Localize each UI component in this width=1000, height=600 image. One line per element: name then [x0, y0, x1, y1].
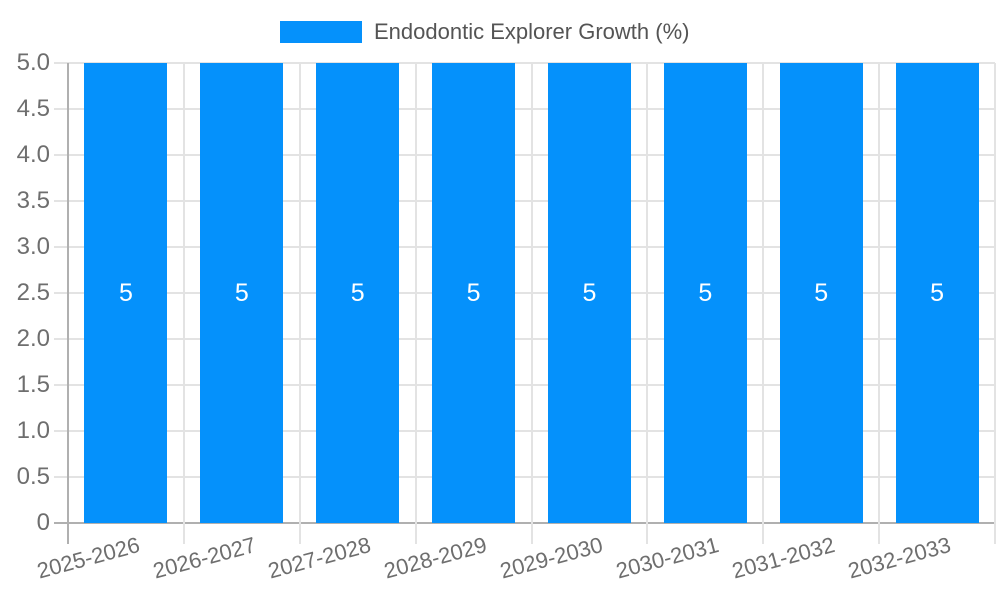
bar-value-label: 5 [350, 278, 365, 307]
x-axis-tick-mark [414, 523, 417, 544]
bar-value-label: 5 [234, 278, 249, 307]
x-axis-tick-label: 2026-2027 [149, 532, 259, 584]
vertical-gridline [994, 63, 996, 523]
horizontal-gridline [54, 154, 995, 156]
bar-value-label: 5 [582, 278, 597, 307]
bar: 5 [779, 63, 863, 523]
x-axis-tick-label: 2027-2028 [265, 532, 374, 584]
bar: 5 [895, 63, 979, 523]
x-axis-tick-mark [762, 523, 765, 544]
y-axis-tick-label: 1.5 [16, 371, 50, 398]
x-axis-tick-label: 2030-2031 [613, 532, 722, 584]
horizontal-gridline [54, 246, 995, 248]
y-axis-tick-label: 3.0 [16, 233, 50, 260]
bar: 5 [84, 63, 168, 523]
y-axis-tick-label: 2.0 [16, 325, 50, 352]
bar-value-label: 5 [698, 278, 713, 307]
vertical-gridline [762, 63, 765, 523]
x-axis-tick-label: 2031-2032 [729, 532, 838, 584]
horizontal-gridline [54, 384, 995, 386]
horizontal-gridline [54, 522, 995, 524]
vertical-gridline [878, 63, 881, 523]
horizontal-gridline [54, 200, 995, 202]
x-axis-tick-mark [646, 523, 649, 544]
y-axis-tick-label: 5.0 [16, 49, 50, 76]
bar: 5 [316, 63, 400, 523]
vertical-gridline [182, 63, 185, 523]
bar: 5 [547, 63, 631, 523]
vertical-gridline [646, 63, 649, 523]
vertical-gridline [530, 63, 533, 523]
x-axis-tick-mark [182, 523, 185, 544]
legend-label: Endodontic Explorer Growth (%) [374, 19, 690, 44]
bar-value-label: 5 [814, 278, 829, 307]
horizontal-gridline [54, 430, 995, 432]
horizontal-gridline [54, 476, 995, 478]
horizontal-gridline [54, 292, 995, 294]
bar: 5 [200, 63, 284, 523]
x-axis-tick-mark [878, 523, 881, 544]
x-axis-tick-mark [530, 523, 533, 544]
vertical-gridline [414, 63, 417, 523]
y-axis-tick-label: 0.5 [16, 463, 50, 490]
x-axis-tick-label: 2029-2030 [497, 532, 606, 584]
y-axis-tick-label: 4.5 [16, 95, 50, 122]
bar: 5 [663, 63, 747, 523]
bar-value-label: 5 [930, 278, 945, 307]
y-axis-tick-label: 4.0 [16, 141, 50, 168]
horizontal-gridline [54, 108, 995, 110]
y-axis-tick-label: 0 [36, 509, 50, 536]
x-axis-tick-label: 2025-2026 [34, 532, 143, 584]
y-axis-tick-label: 1.0 [16, 417, 50, 444]
vertical-gridline [298, 63, 301, 523]
bar-value-label: 5 [118, 278, 133, 307]
vertical-gridline [67, 63, 69, 523]
y-axis-tick-label: 3.5 [16, 187, 50, 214]
y-axis-tick-label: 2.5 [16, 279, 50, 306]
bar: 5 [432, 63, 516, 523]
x-axis-tick-label: 2028-2029 [381, 532, 490, 584]
legend-swatch-icon [280, 21, 362, 43]
x-axis-tick-mark [994, 523, 996, 544]
horizontal-gridline [54, 338, 995, 340]
x-axis-tick-mark [67, 523, 69, 544]
chart-legend: Endodontic Explorer Growth (%) [280, 21, 689, 43]
x-axis-tick-mark [298, 523, 301, 544]
x-axis-tick-label: 2032-2033 [845, 532, 954, 584]
bar-value-label: 5 [466, 278, 481, 307]
horizontal-gridline [54, 62, 995, 64]
